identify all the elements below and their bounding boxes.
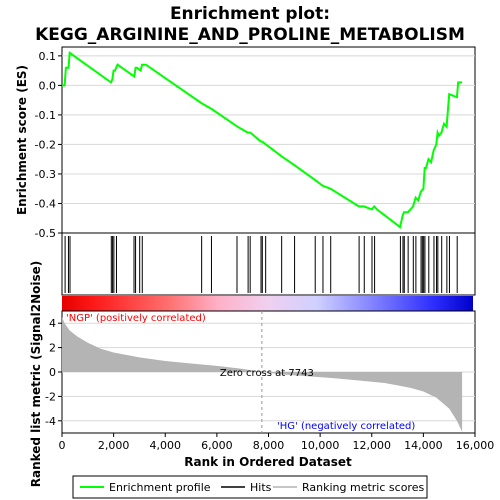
- metric-y-tick-label: 0: [49, 366, 56, 379]
- x-axis-label: Rank in Ordered Dataset: [184, 455, 352, 469]
- x-tick-label: 2,000: [98, 439, 130, 452]
- enrichment-profile-line: [62, 51, 463, 229]
- negative-label: 'HG' (negatively correlated): [277, 421, 415, 432]
- x-tick-label: 10,000: [301, 439, 340, 452]
- metric-x-ticks: 0 2,000 4,000 6,000 8,000 10,000 12,000 14,000 1…: [59, 433, 495, 452]
- metric-y-tick-label: -4: [45, 415, 56, 428]
- es-y-tick-label: 0.0: [39, 79, 57, 92]
- metric-y-tick-label: -2: [45, 390, 56, 403]
- ranking-metric-area: [62, 317, 463, 432]
- legend-box: [72, 475, 428, 499]
- es-y-tick-label: -0.2: [35, 138, 56, 151]
- es-y-axis-label: Enrichment score (ES): [15, 65, 29, 215]
- x-tick-label: 12,000: [353, 439, 392, 452]
- es-y-tick-label: -0.4: [35, 197, 56, 210]
- x-tick-label: 16,000: [456, 439, 495, 452]
- es-plot-frame: [61, 46, 476, 234]
- es-y-tick-label: -0.3: [35, 168, 56, 181]
- x-tick-label: 4,000: [150, 439, 182, 452]
- chart-title-line1: Enrichment plot:: [170, 4, 330, 24]
- es-y-tick-label: 0.1: [39, 50, 57, 63]
- x-tick-label: 14,000: [404, 439, 443, 452]
- color-bar: [62, 296, 473, 311]
- metric-y-axis-label: Ranked list metric (Signal2Noise): [29, 261, 43, 488]
- chart-title-line2: KEGG_ARGININE_AND_PROLINE_METABOLISM: [35, 25, 465, 45]
- es-y-tick-label: -0.5: [35, 227, 56, 240]
- metric-panel: Zero cross at 7743 'NGP' (positively cor…: [29, 261, 494, 488]
- es-y-ticks: 0.1 0.0 -0.1 -0.2 -0.3 -0.4 -0.5: [35, 50, 62, 240]
- x-tick-label: 0: [59, 439, 66, 452]
- hit-marks: [64, 236, 458, 293]
- legend-label-enrichment: Enrichment profile: [109, 481, 211, 494]
- metric-y-tick-label: 4: [49, 317, 56, 330]
- zero-cross-label: Zero cross at 7743: [220, 368, 314, 379]
- hits-panel: [61, 232, 476, 296]
- metric-y-tick-label: 2: [49, 342, 56, 355]
- metric-y-ticks: 4 2 0 -2 -4: [45, 317, 62, 428]
- legend-label-metric: Ranking metric scores: [302, 481, 424, 494]
- x-tick-label: 6,000: [201, 439, 233, 452]
- x-tick-label: 8,000: [253, 439, 285, 452]
- hits-frame: [61, 232, 476, 296]
- legend-label-hits: Hits: [250, 481, 272, 494]
- es-panel: 0.1 0.0 -0.1 -0.2 -0.3 -0.4 -0.5 Enrichment sc…: [15, 46, 476, 240]
- rank-color-bar: [62, 296, 473, 311]
- legend: Enrichment profile Hits Ranking metric s…: [72, 475, 428, 499]
- es-y-tick-label: -0.1: [35, 109, 56, 122]
- positive-label: 'NGP' (positively correlated): [66, 313, 206, 324]
